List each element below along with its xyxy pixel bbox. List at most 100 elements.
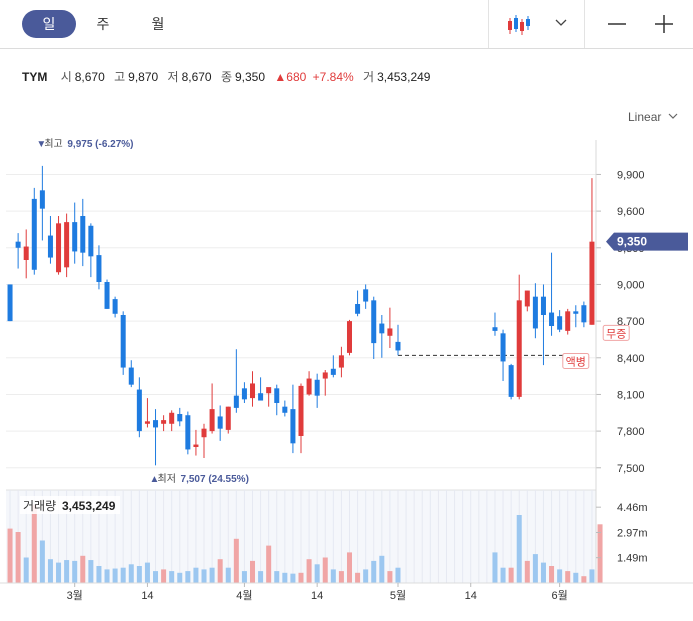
candle-body [56, 223, 62, 273]
quote-bar: TYM 시 8,670 고 9,870 저 8,670 종 9,350 ▲680 +7.… [22, 68, 436, 85]
volume-bar [290, 573, 296, 583]
candle-body [72, 222, 78, 252]
y-tick-label: 8,100 [617, 389, 645, 401]
high-marker-value: 9,975 (-6.27%) [67, 139, 133, 150]
candle-body [225, 406, 231, 430]
event-label: 무증 [606, 328, 626, 340]
volume-bar [371, 560, 377, 583]
chevron-down-icon [668, 113, 678, 119]
candle-body [233, 395, 239, 408]
zoom-out-button[interactable] [604, 10, 630, 38]
x-axis: 3월 14 4월 14 5월 14 6월 [0, 582, 693, 602]
volume-bar [492, 552, 498, 583]
scale-selector[interactable]: Linear [628, 110, 679, 124]
volume-bar [314, 564, 320, 583]
volume-bar [153, 571, 159, 583]
volume-value: 3,453,249 [377, 70, 431, 84]
candle-body [355, 304, 361, 314]
volume-bar [346, 552, 352, 583]
candle-body [177, 414, 183, 422]
y-tick-label: 8,700 [617, 316, 645, 328]
y-tick-label: 9,900 [617, 169, 645, 181]
volume-bar [282, 572, 288, 583]
annotations: ▼최고 9,975 (-6.27%) ▲최저 7,507 (24.55%) 액병 무증 [36, 138, 630, 485]
last-price-label: 9,350 [617, 235, 647, 249]
candle-body [363, 289, 369, 302]
volume-bar [169, 571, 175, 583]
x-tick-label: 14 [141, 590, 153, 602]
candle-body [557, 316, 563, 330]
candle-body [39, 190, 45, 209]
candle-body [23, 246, 29, 260]
chart-type-dropdown[interactable] [552, 10, 570, 38]
low-marker-arrow: ▲ [150, 474, 160, 485]
last-price: 9,350 [606, 232, 688, 251]
volume-bar [516, 515, 522, 583]
candle-body [217, 416, 223, 429]
tab-monthly[interactable]: 월 [151, 16, 165, 32]
volume-bar [508, 567, 514, 583]
volume-bar [31, 504, 37, 583]
candle-body [136, 389, 142, 432]
candle-body [7, 284, 13, 322]
candle-body [161, 420, 167, 424]
candle-body [169, 412, 175, 424]
volume-bar [330, 569, 336, 583]
zoom-in-button[interactable] [651, 10, 677, 38]
x-tick-label: 5월 [390, 589, 406, 602]
candle-body [395, 341, 401, 351]
y-tick-label: 7,500 [617, 463, 645, 475]
high-label: 고 [114, 70, 126, 84]
candle-body [64, 222, 70, 268]
candle-body [15, 241, 21, 248]
volume-bar [355, 572, 361, 583]
toolbar-divider [488, 0, 489, 48]
candle-body [209, 409, 215, 432]
candlestick-icon [508, 15, 530, 35]
candle-body [338, 355, 344, 368]
volume-bar [104, 569, 110, 583]
volume-bar [225, 567, 231, 583]
chevron-down-icon [555, 19, 567, 26]
volume-bars [7, 504, 603, 583]
candle-body [330, 368, 336, 375]
y-tick-label: 9,300 [617, 243, 645, 255]
volume-bar [144, 562, 150, 583]
volume-bar [201, 569, 207, 583]
volume-bar [306, 559, 312, 583]
grid [6, 173, 596, 469]
volume-bar [524, 560, 530, 583]
volume-bar [565, 571, 571, 583]
volume-panel [6, 490, 596, 583]
candle-body [516, 300, 522, 397]
candle-body [241, 388, 247, 400]
tab-daily[interactable]: 일 [22, 10, 76, 38]
volume-bar [298, 572, 304, 583]
volume-bar [557, 569, 563, 583]
volume-bar [64, 560, 70, 583]
volume-bar [540, 562, 546, 583]
low-marker-label: 최저 [158, 473, 176, 485]
candle-body [47, 235, 53, 258]
candle-body [500, 333, 506, 362]
y-axis: 9,900 9,600 9,300 9,000 8,700 8,400 8,100 7,800… [595, 140, 645, 583]
volume-bar [379, 555, 385, 583]
volume-y-axis: 4.46m 2.97m 1.49m [596, 502, 648, 565]
tab-weekly[interactable]: 주 [96, 16, 110, 32]
minus-icon [608, 23, 626, 25]
volume-bar [258, 571, 264, 583]
candle-body [185, 415, 191, 450]
candle-body [306, 378, 312, 395]
stock-code: TYM [22, 70, 48, 84]
volume-bar [581, 576, 587, 583]
chart-toolbar: 일 주 월 [0, 0, 693, 49]
candle-body [322, 372, 328, 379]
candle-body [532, 296, 538, 329]
volume-title-value: 3,453,249 [62, 499, 116, 513]
high-value: 9,870 [128, 70, 159, 84]
volume-bar [88, 560, 94, 583]
candle-body [298, 385, 304, 436]
volume-bar [274, 571, 280, 583]
chart-type-button[interactable] [504, 10, 538, 38]
